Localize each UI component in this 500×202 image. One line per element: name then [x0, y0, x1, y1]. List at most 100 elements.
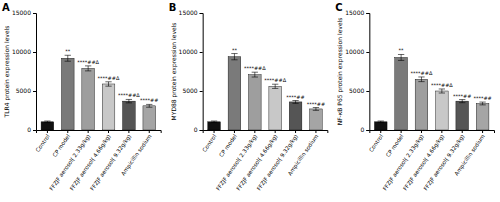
error-cap	[398, 60, 404, 61]
panel-label: C	[335, 2, 342, 13]
error-cap	[126, 99, 132, 100]
plot-area	[41, 55, 155, 130]
tick: FFZJF aerosol( 4.66g/kg)	[69, 130, 113, 192]
error-cap	[418, 76, 424, 77]
error-cap	[313, 110, 319, 111]
error-cap	[211, 122, 217, 123]
tick: FFZJF aerosol( 9.32g/kg)	[422, 130, 466, 192]
tick-label: CP model	[218, 133, 238, 158]
tick-mark	[275, 130, 276, 133]
tick-mark	[366, 13, 369, 14]
tick-mark	[421, 130, 422, 133]
x-axis: ControlCP modelFFZJF aerosol( 2.33g/kg)F…	[201, 130, 328, 192]
tick-label: 15000	[345, 9, 364, 16]
annotation: ****##Δ	[98, 75, 120, 81]
tick: Ampicillin sodium	[453, 130, 487, 177]
annotation: ****##	[473, 95, 491, 101]
error-bar	[462, 100, 463, 103]
figure: ******##Δ****##Δ****##Δ****##05000100001…	[0, 0, 500, 202]
tick: CP model	[218, 130, 238, 158]
error-cap	[313, 107, 319, 108]
tick-mark	[200, 130, 203, 131]
tick: Ampicillin sodium	[120, 130, 154, 177]
error-bar	[254, 72, 255, 77]
tick: CP model	[385, 130, 405, 158]
tick-mark	[47, 130, 48, 133]
error-bar	[315, 108, 316, 111]
error-bar	[421, 77, 422, 82]
error-cap	[146, 107, 152, 108]
tick: Control	[201, 130, 218, 153]
tick-label: 5000	[182, 87, 197, 94]
tick: FFZJF aerosol( 4.66g/kg)	[402, 130, 446, 192]
bar	[41, 122, 54, 130]
tick-label: 0	[27, 126, 31, 133]
tick-mark	[88, 130, 89, 133]
error-cap	[439, 93, 445, 94]
tick: 0	[194, 126, 203, 133]
annotation: ****##Δ	[244, 65, 266, 71]
tick-label: Ampicillin sodium	[453, 133, 487, 177]
error-cap	[146, 104, 152, 105]
error-cap	[44, 121, 50, 122]
panel-label: B	[169, 2, 177, 13]
tick-mark	[482, 130, 483, 133]
error-cap	[231, 59, 237, 60]
tick: 5000	[349, 87, 369, 94]
error-cap	[459, 99, 465, 100]
tick-mark	[33, 13, 36, 14]
annotation: ****##	[453, 93, 471, 99]
axis-line	[370, 131, 495, 134]
error-cap	[85, 70, 91, 71]
tick-mark	[462, 130, 463, 133]
error-bar	[128, 99, 129, 102]
tick: 15000	[179, 9, 203, 16]
bar	[374, 122, 387, 130]
bar	[228, 57, 241, 130]
tick-label: Ampicillin sodium	[120, 133, 154, 177]
error-bar	[234, 54, 235, 60]
axis-title: MYD88 protein expression levels	[170, 23, 178, 121]
axis-line	[366, 14, 370, 131]
bar	[395, 57, 408, 130]
error-cap	[418, 81, 424, 82]
bar	[61, 58, 74, 130]
tick: 0	[27, 126, 36, 133]
tick-mark	[366, 52, 369, 53]
tick-label: Ampicillin sodium	[287, 133, 321, 177]
error-bar	[88, 66, 89, 71]
y-axis: 050001000015000	[345, 9, 370, 133]
error-bar	[441, 89, 442, 93]
error-cap	[252, 77, 258, 78]
tick: FFZJF aerosol( 2.33g/kg)	[382, 130, 426, 192]
bar	[436, 91, 449, 130]
tick-mark	[67, 130, 68, 133]
tick: Control	[368, 130, 385, 153]
error-cap	[85, 65, 91, 66]
x-axis: ControlCP modelFFZJF aerosol( 2.33g/kg)F…	[34, 130, 161, 192]
tick-label: 0	[361, 126, 365, 133]
bar	[456, 101, 469, 130]
panel: ******##Δ****##Δ****##Δ****##05000100001…	[2, 2, 161, 192]
error-cap	[292, 103, 298, 104]
error-cap	[126, 102, 132, 103]
tick-label: 10000	[179, 48, 198, 55]
tick-label: Control	[201, 133, 218, 153]
tick: 10000	[12, 48, 36, 55]
bar	[415, 79, 428, 130]
tick-mark	[200, 91, 203, 92]
error-cap	[272, 88, 278, 89]
tick-mark	[380, 130, 381, 133]
tick: 10000	[179, 48, 203, 55]
tick: FFZJF aerosol( 2.33g/kg)	[215, 130, 259, 192]
tick-mark	[33, 52, 36, 53]
error-cap	[211, 121, 217, 122]
bar	[143, 106, 156, 130]
annotation: ****##Δ	[118, 92, 140, 98]
tick-label: Control	[368, 133, 385, 153]
error-cap	[65, 55, 71, 56]
tick-label: 5000	[16, 87, 31, 94]
y-axis: 0 5000 10000 15000	[179, 9, 204, 133]
tick: 5000	[16, 87, 36, 94]
tick-label: 15000	[179, 9, 198, 16]
